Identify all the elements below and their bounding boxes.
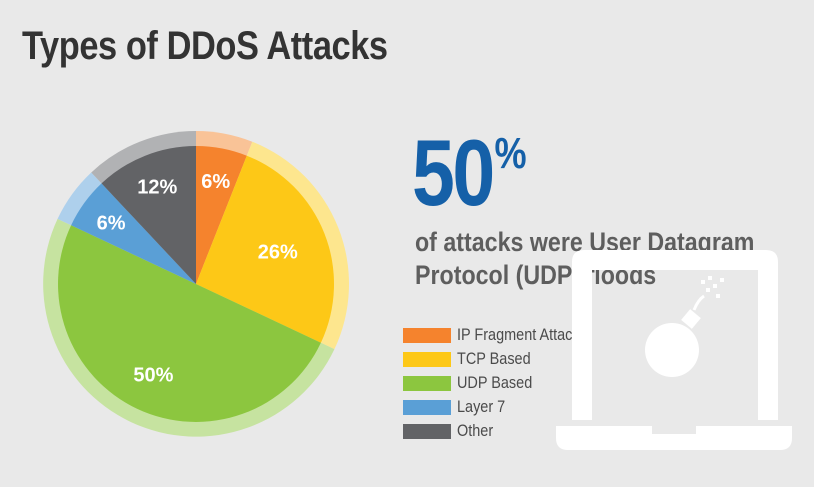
pie-slice: [58, 225, 321, 422]
laptop-bomb-icon: [556, 250, 792, 450]
pie-slice-label: 26%: [258, 242, 298, 264]
legend-label: Layer 7: [457, 397, 506, 416]
legend-item: TCP Based: [403, 347, 610, 371]
legend-swatch: [403, 327, 451, 343]
pie-slice-label: 12%: [137, 176, 177, 198]
chart-legend: IP Fragment Attacks TCP Based UDP Based …: [403, 323, 610, 443]
legend-label: UDP Based: [457, 373, 533, 392]
legend-item: UDP Based: [403, 371, 610, 395]
legend-item: IP Fragment Attacks: [403, 323, 610, 347]
legend-swatch: [403, 351, 451, 367]
pie-slice: [101, 146, 196, 284]
legend-swatch: [403, 423, 451, 439]
pie-slice: [196, 155, 335, 343]
highlight-stat: 50 %: [412, 120, 527, 225]
legend-label: IP Fragment Attacks: [457, 325, 587, 344]
chart-title: Types of DDoS Attacks: [22, 24, 388, 68]
pie-slice-label: 50%: [133, 365, 173, 387]
legend-label: TCP Based: [457, 349, 531, 368]
legend-swatch: [403, 399, 451, 415]
pie-slice-label: 6%: [97, 212, 126, 234]
legend-swatch: [403, 375, 451, 391]
highlight-unit: %: [494, 129, 527, 178]
highlight-value: 50: [412, 120, 495, 225]
pie-slice-label: 6%: [201, 171, 230, 193]
legend-item: Other: [403, 419, 610, 443]
pie-slice: [196, 146, 247, 284]
legend-item: Layer 7: [403, 395, 610, 419]
legend-label: Other: [457, 421, 494, 440]
pie-slice: [71, 183, 196, 284]
